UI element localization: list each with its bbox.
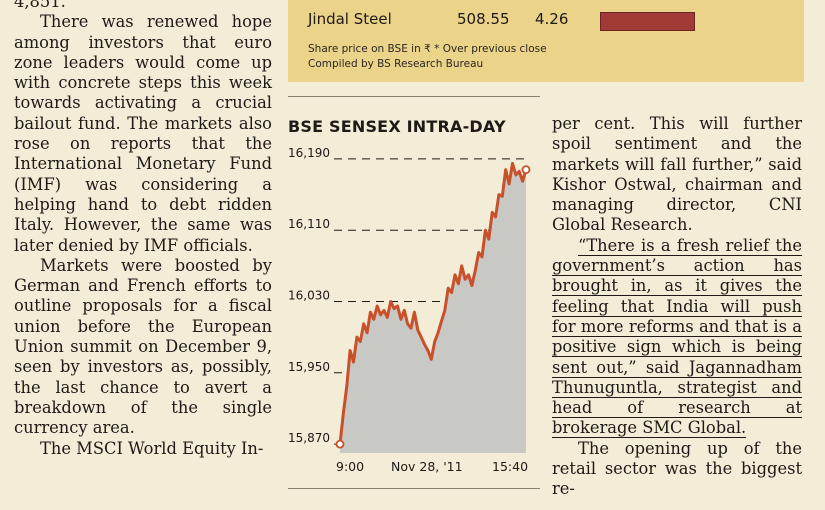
y-tick-label: 15,870: [288, 431, 330, 445]
left-para-1: There was renewed hope among investors t…: [14, 12, 272, 255]
chart-x-ticks: 9:00 Nov 28, '11 15:40: [336, 459, 528, 474]
table-note-source: Share price on BSE in ₹ * Over previous …: [308, 43, 547, 55]
chart-start-point: [335, 439, 345, 449]
y-tick-label: 16,030: [288, 289, 330, 303]
left-para-0: 4,851.: [14, 0, 66, 11]
y-tick-label: 15,950: [288, 360, 330, 374]
left-article-column: 4,851. There was renewed hope among inve…: [14, 0, 272, 459]
chart-y-ticks: 16,190 16,110 16,030 15,950 15,870: [288, 146, 330, 445]
x-tick-label: Nov 28, '11: [391, 459, 463, 474]
table-note-compiled: Compiled by BS Research Bureau: [308, 58, 484, 70]
y-tick-label: 16,110: [288, 217, 330, 231]
stock-change: 4.26: [535, 10, 569, 28]
chart-series-line: [338, 161, 528, 445]
right-para-2-quote: “There is a fresh relief the government’…: [552, 235, 802, 439]
chart-title: BSE SENSEX INTRA-DAY: [288, 117, 506, 136]
y-tick-label: 16,190: [288, 146, 330, 160]
stock-price: 508.55: [457, 10, 510, 28]
chart-end-point: [521, 165, 531, 175]
x-tick-label: 15:40: [492, 459, 528, 474]
chart-top-rule: [288, 96, 540, 97]
table-notes: Share price on BSE in ₹ * Over previous …: [308, 42, 547, 72]
right-article-column: per cent. This will further spoil sentim…: [552, 114, 802, 500]
x-tick-label: 9:00: [336, 459, 364, 474]
right-para-1: per cent. This will further spoil sentim…: [552, 114, 802, 235]
chart-area-fill: [340, 163, 526, 453]
left-para-3: The MSCI World Equity In-: [40, 438, 264, 458]
sensex-chart: 16,190 16,110 16,030 15,950 15,870 9:00 Nov 2…: [288, 146, 531, 474]
left-para-2: Markets were boosted by German and Frenc…: [14, 255, 272, 438]
chart-bottom-rule: [288, 488, 540, 489]
stock-name: Jindal Steel: [308, 10, 392, 28]
change-bar: [600, 12, 695, 31]
right-para-2: “There is a fresh relief the government’…: [552, 235, 802, 439]
right-para-3: The opening up of the retail sector was …: [552, 438, 802, 499]
stock-table-box: Jindal Steel 508.55 4.26 Share price on …: [288, 0, 804, 82]
